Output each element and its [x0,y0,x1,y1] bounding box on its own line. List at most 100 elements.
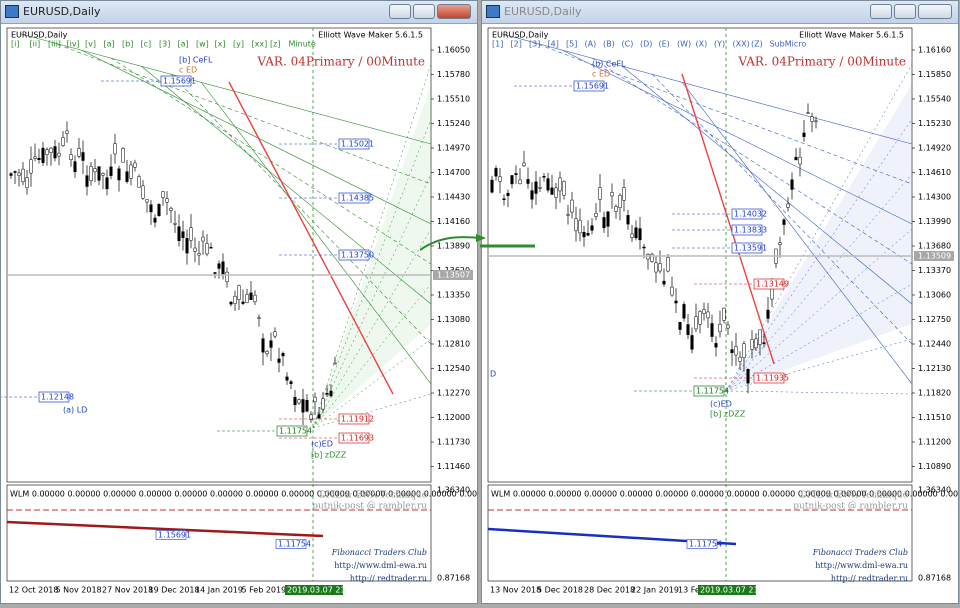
price-label: 1.15540 [918,95,951,104]
candle-body [734,346,738,356]
price-label: 1.12810 [437,340,470,349]
fan-line [621,65,913,305]
close-button[interactable] [918,4,952,19]
candle-body [754,338,758,349]
candle-body [61,137,65,146]
candle-body [181,231,185,239]
candle-body [149,204,153,213]
credit-text: DML & EWA Technique [800,491,908,501]
wave-note: (b) CeFL [592,60,626,69]
level-tag-box [338,413,370,425]
fan-line [80,49,432,225]
candle-body [241,301,245,304]
candle-body [53,146,57,159]
candle-body [209,246,213,249]
candle-body [293,397,297,405]
sub-header: WLM 0.00000 0.00000 0.00000 0.00000 0.00… [491,490,958,499]
wave-label: [i] [11,40,19,49]
price-label: 1.14920 [918,144,951,153]
candle-body [490,179,494,193]
wave-label: [xx] [252,40,268,49]
candle-body [65,130,69,134]
candle-body [698,311,702,325]
candle-body [321,398,325,410]
variant-label: VAR. 04Primary / 00Minute [737,55,906,69]
candle-body [782,219,786,225]
level-tag-text: 1.15691 [163,77,196,86]
candle-body [117,168,121,181]
date-label: 27 Nov 2018 [102,586,153,595]
candle-body [285,376,289,381]
wave-label: [b] [122,40,133,49]
candle-body [814,120,818,123]
sub-tag: 1.11754 [278,540,311,549]
fan-line [681,81,913,385]
maximize-button[interactable] [894,4,916,19]
level-tag-text: 1.11693 [341,434,374,443]
candle-body [237,285,241,300]
price-label: 1.15780 [437,70,470,79]
candle-body [253,294,257,303]
minimize-button[interactable] [870,4,892,19]
minimize-button[interactable] [389,4,411,19]
maximize-button[interactable] [413,4,435,19]
candle-body [666,257,670,272]
wave-label: [w] [196,40,209,49]
chart-window: EURUSD,Daily EURUSD,Daily Elliott Wave Ma… [0,0,492,604]
close-button[interactable] [437,4,471,19]
candle-body [101,173,105,176]
candle-body [313,396,317,402]
candle-body [574,218,578,232]
candle-body [538,187,542,189]
link-arrows [420,234,535,251]
price-label: 1.10890 [918,462,951,471]
level-tag: 1.14032 [672,208,767,220]
candle-body [73,161,77,172]
candle-body [281,353,285,357]
candle-body [650,253,654,262]
candle-body [153,217,157,223]
chart-window: EURUSD,Daily EURUSD,Daily Elliott Wave Ma… [481,0,960,604]
candle-body [546,178,550,191]
level-tag: 1.11754 [217,425,312,437]
sub-header: WLM 0.00000 0.00000 0.00000 0.00000 0.00… [10,490,477,499]
candle-body [622,187,626,201]
candle-body [502,198,506,200]
candle-body [49,147,53,153]
candle-body [129,164,133,179]
indicator-label: Elliott Wave Maker 5.6.1.5 [799,31,904,40]
candle-body [510,175,514,185]
candle-body [766,309,770,319]
candle-body [598,187,602,200]
level-tag: 1.11754 [634,385,729,397]
level-tag-text: 1.11935 [756,374,789,383]
level-tag: 1.15691 [514,80,609,92]
candle-body [329,390,333,397]
candle-body [634,227,638,239]
candle-body [786,203,790,208]
wave-label: [5] [566,40,577,49]
title-bar: EURUSD,Daily [1,1,477,24]
candle-body [806,112,810,114]
candle-body [57,152,61,157]
date-label: 5 Nov 2018 [56,586,102,595]
candle-body [185,238,189,254]
cursor-date: 2019.03.07 21:50 [287,586,358,595]
candle-body [506,192,510,196]
candle-body [562,181,566,196]
candle-body [97,166,101,181]
wave-label: [y] [233,40,244,49]
candle-body [630,233,634,238]
price-label: 1.14300 [918,193,951,202]
wave-label: [4] [548,40,559,49]
candle-body [750,339,754,350]
sub-tag-box [275,539,307,549]
chart-canvas: EURUSD,Daily Elliott Wave Maker 5.6.1.5 VA… [0,27,492,595]
price-label: 1.13990 [918,217,951,226]
level-tag: 1.13833 [672,224,767,236]
candle-body [710,323,714,337]
candle-body [161,191,165,198]
candle-body [614,206,618,212]
level-tag-box [731,208,763,220]
wave-label: [v] [85,40,96,49]
